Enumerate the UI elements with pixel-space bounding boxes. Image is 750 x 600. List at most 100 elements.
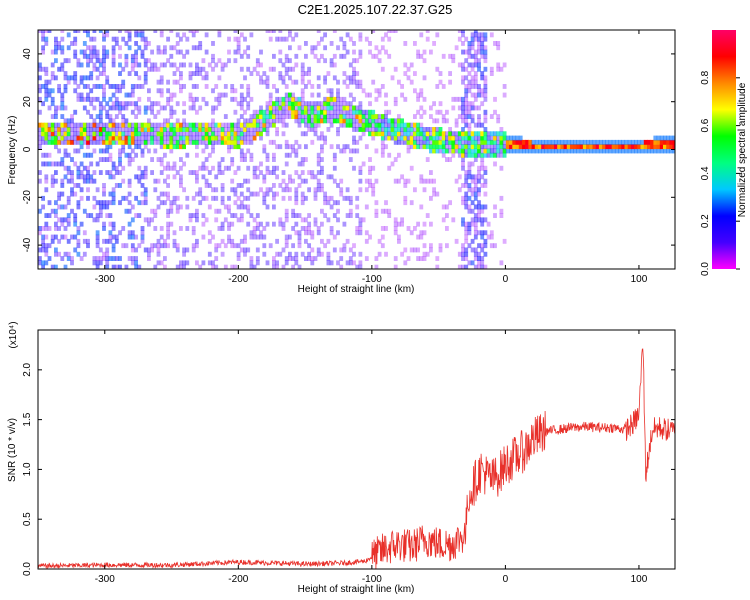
spectrogram-cell — [243, 122, 247, 128]
spectrogram-cell — [345, 118, 350, 124]
spectrogram-cell — [134, 260, 139, 266]
spectrogram-cell — [70, 178, 74, 184]
spectrogram-cell — [38, 247, 42, 253]
colorbar: 0.00.20.40.60.8 Normalized spectral ampl… — [700, 30, 748, 276]
spectrogram-cell — [377, 114, 382, 119]
spectrogram-cell — [38, 62, 42, 68]
spectrogram-cell — [38, 109, 42, 115]
spectrogram-cell — [470, 79, 475, 85]
spectrogram-cell — [291, 114, 296, 119]
spectrogram-cell — [284, 217, 289, 223]
spectrogram-cell — [348, 195, 353, 201]
spectrogram-cell — [179, 36, 183, 42]
spectrogram-cell — [79, 161, 84, 167]
spectrogram-x-axis: -300 -200 -100 0 100 — [95, 30, 648, 285]
spectrogram-cell — [294, 152, 299, 158]
spectrogram-cell — [326, 217, 331, 223]
spectrogram-cell — [461, 101, 465, 107]
spectrogram-cell — [364, 118, 369, 124]
spectrogram-cell — [557, 139, 562, 145]
spectrogram-cell — [98, 62, 103, 68]
spectrogram-cell — [233, 127, 238, 132]
spectrogram-cell — [166, 161, 171, 167]
x-tick-label: -100 — [362, 274, 382, 285]
spectrogram-cell — [108, 238, 113, 244]
spectrogram-cell — [220, 66, 225, 72]
spectrogram-cell — [255, 62, 260, 68]
spectrogram-cell — [47, 243, 52, 249]
spectrogram-cell — [220, 131, 225, 137]
spectrogram-cell — [121, 165, 126, 171]
spectrogram-cell — [214, 217, 219, 223]
spectrogram-cell — [445, 148, 449, 154]
spectrogram-cell — [239, 217, 244, 223]
colorbar-bar — [712, 30, 736, 269]
spectrogram-cell — [284, 260, 289, 266]
spectrogram-cell — [397, 135, 401, 141]
spectrogram-cell — [358, 84, 363, 89]
spectrogram-cell — [255, 247, 260, 253]
spectrogram-cell — [300, 226, 305, 231]
spectrogram-cell — [432, 178, 437, 184]
spectrogram-cell — [323, 195, 328, 201]
spectrogram-cell — [304, 217, 308, 223]
spectrogram-cell — [172, 195, 177, 201]
spectrogram-cell — [153, 114, 158, 119]
spectrogram-cell — [307, 230, 312, 236]
spectrogram-cell — [272, 260, 276, 266]
spectrogram-cell — [108, 191, 113, 197]
spectrogram-cell — [425, 135, 430, 141]
spectrogram-cell — [416, 247, 421, 253]
spectrogram-cell — [220, 170, 225, 175]
spectrogram-cell — [134, 49, 139, 55]
spectrogram-cell — [288, 109, 292, 115]
spectrogram-cell — [467, 144, 472, 150]
spectrogram-cell — [413, 226, 417, 231]
spectrogram-cell — [143, 165, 148, 171]
spectrogram-cell — [464, 256, 469, 261]
spectrogram-cell — [201, 75, 206, 81]
spectrogram-cell — [448, 139, 453, 145]
spectrogram-cell — [89, 213, 94, 218]
spectrogram-cell — [294, 256, 299, 261]
spectrogram-cell — [111, 221, 116, 227]
spectrogram-cell — [393, 264, 398, 269]
spectrogram-cell — [464, 118, 469, 124]
spectrogram-cell — [336, 144, 340, 150]
spectrogram-cell — [114, 122, 119, 128]
spectrogram-cell — [435, 66, 440, 72]
spectrogram-cell — [111, 36, 116, 42]
spectrogram-cell — [50, 178, 55, 184]
spectrogram-cell — [470, 178, 475, 184]
spectrogram-cell — [89, 71, 94, 76]
spectrogram-cell — [86, 165, 90, 171]
spectrogram-cell — [156, 131, 161, 137]
spectrogram-cell — [669, 144, 674, 150]
spectrogram-cell — [445, 213, 449, 218]
spectrogram-cell — [374, 88, 379, 94]
spectrogram-cell — [393, 127, 398, 132]
spectrogram-cell — [249, 256, 254, 261]
spectrogram-cell — [179, 127, 183, 132]
spectrogram-cell — [297, 230, 302, 236]
spectrogram-cell — [384, 118, 388, 124]
spectrogram-cell — [259, 118, 263, 124]
spectrogram-cell — [98, 213, 103, 218]
spectrogram-cell — [86, 187, 90, 193]
spectrogram-cell — [416, 53, 421, 59]
spectrogram-cell — [57, 127, 62, 132]
spectrogram-cell — [265, 187, 270, 193]
spectrogram-cell — [272, 122, 276, 128]
spectrogram-cell — [214, 247, 219, 253]
spectrogram-cell — [316, 247, 321, 253]
spectrogram-cell — [185, 204, 190, 210]
spectrogram-cell — [413, 144, 417, 150]
spectrogram-cell — [153, 135, 158, 141]
spectrogram-cell — [284, 105, 289, 111]
spectrogram-cell — [265, 157, 270, 162]
spectrogram-cell — [127, 122, 132, 128]
spectrogram-cell — [602, 148, 606, 154]
spectrogram-cell — [124, 122, 129, 128]
spectrogram-cell — [163, 264, 167, 269]
spectrogram-cell — [130, 58, 135, 64]
